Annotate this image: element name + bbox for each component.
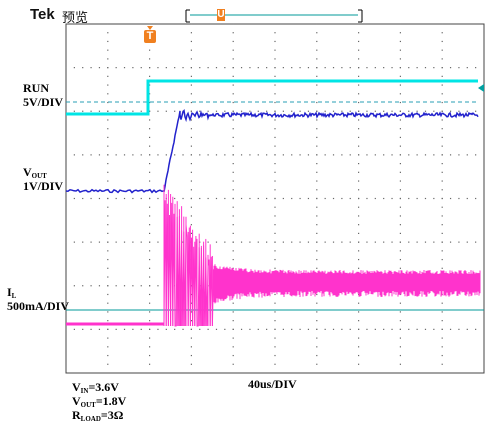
trigger-marker bbox=[144, 26, 156, 43]
il-scale-label: 500mA/DIV bbox=[7, 299, 69, 313]
graticule-grid bbox=[65, 23, 477, 365]
cursor-marker bbox=[217, 9, 225, 21]
ch1-level-marker bbox=[478, 84, 484, 92]
run-trace bbox=[66, 79, 478, 116]
mode-label: 预览 bbox=[62, 11, 89, 26]
record-bar bbox=[185, 9, 363, 23]
vout-label: VOUT bbox=[23, 165, 47, 181]
il-label: IL bbox=[7, 285, 17, 301]
vout-condition: VOUT=1.8V bbox=[72, 394, 127, 409]
trigger-marker-label: T bbox=[146, 30, 154, 42]
timebase-label: 40us/DIV bbox=[248, 377, 297, 391]
brand-logo: Tek bbox=[30, 6, 55, 23]
rload-condition: RLOAD=3Ω bbox=[72, 408, 124, 423]
ch1-scale-label: 5V/DIV bbox=[23, 95, 64, 109]
vin-condition: VIN=3.6V bbox=[72, 380, 119, 395]
vout-trace bbox=[65, 108, 479, 194]
vout-scale-label: 1V/DIV bbox=[23, 179, 64, 193]
run-label: RUN bbox=[23, 81, 49, 95]
il-trace bbox=[66, 184, 481, 327]
cursor-marker-label: U bbox=[217, 9, 225, 20]
